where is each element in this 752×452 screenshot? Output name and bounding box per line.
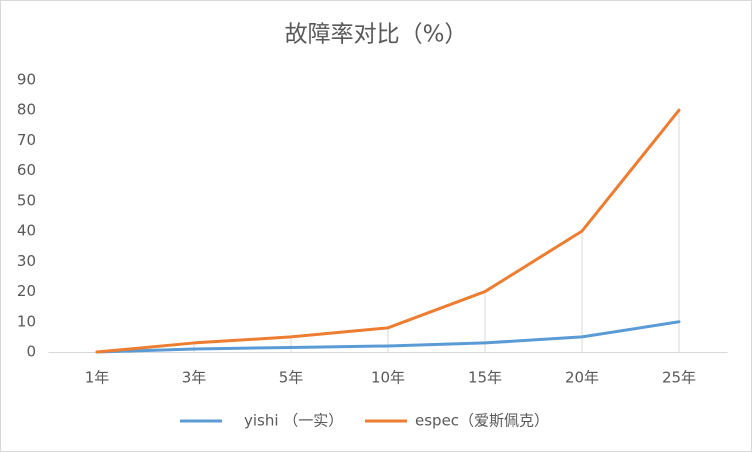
- legend-label: yishi （一实）: [244, 412, 343, 430]
- x-tick-label: 10年: [371, 369, 405, 387]
- legend-label: espec（爱斯佩克）: [415, 412, 549, 430]
- y-tick-label: 20: [17, 282, 36, 300]
- y-tick-label: 90: [17, 71, 36, 89]
- y-tick-label: 30: [17, 252, 36, 270]
- y-tick-label: 80: [17, 101, 36, 119]
- x-tick-label: 5年: [279, 369, 304, 387]
- y-tick-label: 60: [17, 161, 36, 179]
- series-line: [95, 320, 681, 354]
- y-tick-label: 50: [17, 191, 36, 209]
- y-tick-label: 70: [17, 131, 36, 149]
- x-tick-label: 3年: [182, 369, 207, 387]
- y-tick-label: 10: [17, 312, 36, 330]
- chart-title: 故障率对比（%）: [285, 22, 468, 48]
- series-line: [95, 108, 681, 354]
- x-tick-label: 15年: [468, 369, 502, 387]
- x-tick-label: 25年: [662, 369, 696, 387]
- y-tick-label: 40: [17, 222, 36, 240]
- y-tick-label: 0: [26, 343, 36, 361]
- x-tick-label: 20年: [565, 369, 599, 387]
- x-tick-label: 1年: [85, 369, 110, 387]
